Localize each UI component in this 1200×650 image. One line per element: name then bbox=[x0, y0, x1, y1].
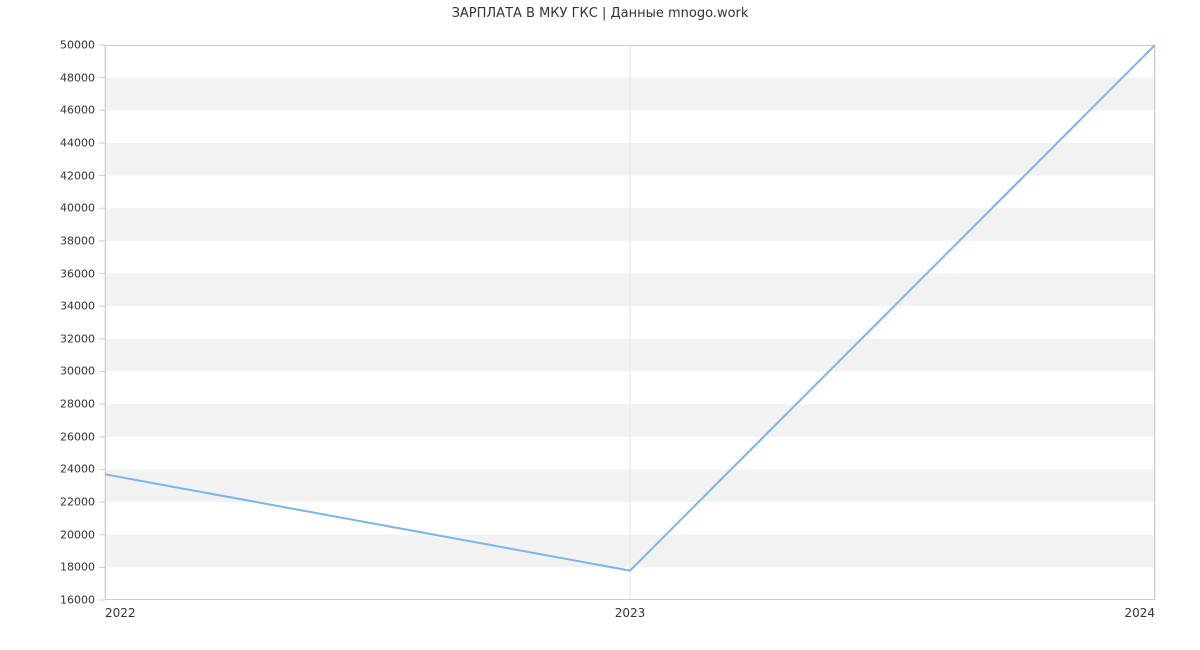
y-tick-label: 38000 bbox=[60, 234, 95, 247]
y-tick-label: 50000 bbox=[60, 39, 95, 52]
y-tick-label: 28000 bbox=[60, 398, 95, 411]
x-tick-label: 2024 bbox=[1124, 606, 1155, 620]
x-tick-label: 2022 bbox=[105, 606, 136, 620]
y-tick-label: 34000 bbox=[60, 300, 95, 313]
chart-title: ЗАРПЛАТА В МКУ ГКС | Данные mnogo.work bbox=[0, 6, 1200, 21]
y-tick-label: 30000 bbox=[60, 365, 95, 378]
y-tick-label: 42000 bbox=[60, 169, 95, 182]
x-tick-label: 2023 bbox=[615, 606, 646, 620]
salary-line-chart: ЗАРПЛАТА В МКУ ГКС | Данные mnogo.work 1… bbox=[0, 0, 1200, 650]
y-tick-label: 36000 bbox=[60, 267, 95, 280]
y-tick-label: 44000 bbox=[60, 136, 95, 149]
y-tick-label: 18000 bbox=[60, 561, 95, 574]
y-tick-label: 48000 bbox=[60, 71, 95, 84]
y-tick-label: 22000 bbox=[60, 496, 95, 509]
y-tick-label: 24000 bbox=[60, 463, 95, 476]
y-tick-label: 46000 bbox=[60, 104, 95, 117]
chart-svg bbox=[105, 45, 1155, 600]
y-tick-label: 26000 bbox=[60, 430, 95, 443]
y-tick-label: 20000 bbox=[60, 528, 95, 541]
y-tick-label: 40000 bbox=[60, 202, 95, 215]
plot-area: 1600018000200002200024000260002800030000… bbox=[105, 45, 1155, 600]
y-tick-label: 16000 bbox=[60, 594, 95, 607]
y-tick-label: 32000 bbox=[60, 332, 95, 345]
